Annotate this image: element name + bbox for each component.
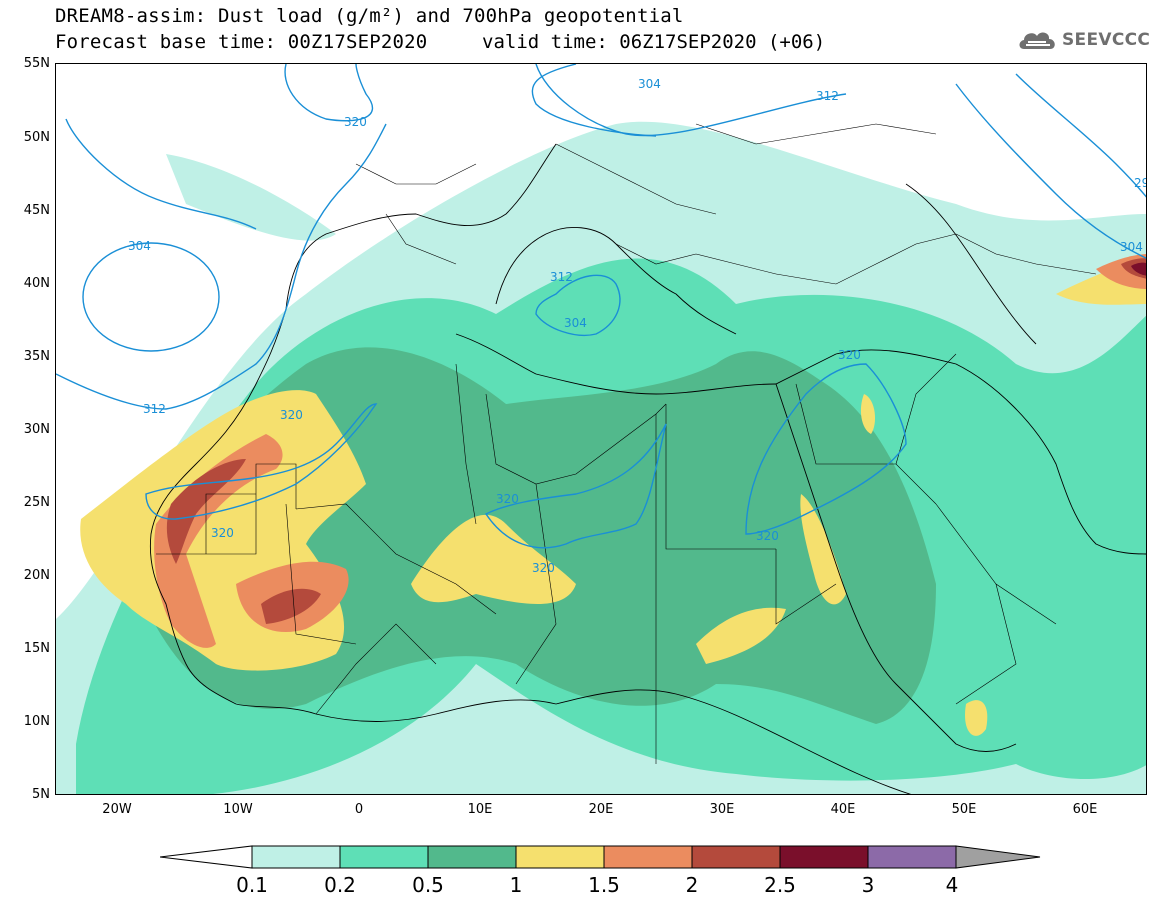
contour-label: 29	[1134, 176, 1147, 190]
geopotential-contours	[56, 64, 1146, 549]
lon-label: 60E	[1072, 802, 1098, 817]
contour-label: 320	[211, 526, 234, 540]
contour-label: 320	[756, 529, 779, 543]
colorbar-label: 0.5	[412, 873, 444, 897]
lon-label: 0	[354, 802, 364, 817]
lat-label: 20N	[23, 568, 50, 583]
colorbar-swatch	[603, 845, 693, 869]
colorbar	[160, 845, 1041, 869]
colorbar-swatch	[867, 845, 957, 869]
lat-label: 10N	[23, 714, 50, 729]
forecast-base-time: Forecast base time: 00Z17SEP2020	[55, 31, 428, 53]
dust-field-1.5	[154, 434, 283, 648]
contour-label: 312	[816, 89, 839, 103]
colorbar-swatch	[427, 845, 517, 869]
lat-label: 25N	[23, 495, 50, 510]
lat-label: 45N	[23, 203, 50, 218]
colorbar-arrow-high	[955, 845, 1041, 869]
logo-text: SEEVCCC	[1062, 30, 1151, 50]
colorbar-label: 1.5	[588, 873, 620, 897]
colorbar-label: 4	[945, 873, 959, 897]
colorbar-label: 0.1	[236, 873, 268, 897]
lon-label: 30E	[709, 802, 735, 817]
colorbar-label: 2.5	[764, 873, 796, 897]
lat-label: 55N	[23, 56, 50, 71]
colorbar-swatch	[515, 845, 605, 869]
colorbar-swatch	[691, 845, 781, 869]
lat-label: 35N	[23, 349, 50, 364]
dust-field-1	[696, 607, 786, 664]
colorbar-label: 3	[861, 873, 875, 897]
colorbar-label: 2	[685, 873, 699, 897]
contour-label: 312	[143, 402, 166, 416]
lat-label: 30N	[23, 422, 50, 437]
lat-label: 50N	[23, 130, 50, 145]
lon-label: 40E	[830, 802, 856, 817]
dust-field-1	[965, 700, 988, 736]
lon-label: 50E	[951, 802, 977, 817]
colorbar-label: 1	[509, 873, 523, 897]
contour-label: 320	[344, 115, 367, 129]
dust-field-0.1	[166, 154, 336, 241]
contour-labels: 304 320 312 304 312 304 320 320 320 320 …	[128, 77, 1147, 575]
dust-field-2.5	[1131, 262, 1146, 276]
dust-field-2	[166, 459, 246, 564]
map-canvas: 304 320 312 304 312 304 320 320 320 320 …	[56, 64, 1147, 794]
valid-time: valid time: 06Z17SEP2020 (+06)	[482, 31, 826, 53]
lon-label: 10W	[223, 802, 253, 817]
coastlines	[149, 143, 1146, 794]
colorbar-swatch	[779, 845, 869, 869]
contour-label: 304	[564, 316, 587, 330]
dust-field-1	[860, 394, 876, 434]
dust-field-2	[261, 588, 321, 624]
dust-field-1	[800, 494, 846, 605]
colorbar-label: 0.2	[324, 873, 356, 897]
colorbar-swatch	[339, 845, 429, 869]
lon-label: 20W	[102, 802, 132, 817]
lon-label: 10E	[467, 802, 493, 817]
dust-load-map: 304 320 312 304 312 304 320 320 320 320 …	[55, 63, 1147, 795]
lat-label: 5N	[32, 787, 50, 802]
contour-label: 320	[838, 348, 861, 362]
lon-label: 20E	[588, 802, 614, 817]
lat-label: 15N	[23, 641, 50, 656]
map-title: DREAM8-assim: Dust load (g/m²) and 700hP…	[55, 5, 684, 27]
contour-label: 304	[128, 239, 151, 253]
colorbar-swatch	[251, 845, 341, 869]
dust-field-1	[411, 514, 576, 604]
contour-label: 320	[532, 561, 555, 575]
lat-label: 40N	[23, 276, 50, 291]
seevccc-logo: SEEVCCC	[1016, 27, 1156, 57]
contour-label: 320	[280, 408, 303, 422]
cloud-icon	[1019, 32, 1055, 49]
contour-label: 304	[638, 77, 661, 91]
contour-label: 304	[1120, 240, 1143, 254]
contour-label: 320	[496, 492, 519, 506]
colorbar-arrow-low	[160, 845, 253, 869]
country-borders	[156, 123, 1097, 764]
contour-label: 312	[550, 270, 573, 284]
